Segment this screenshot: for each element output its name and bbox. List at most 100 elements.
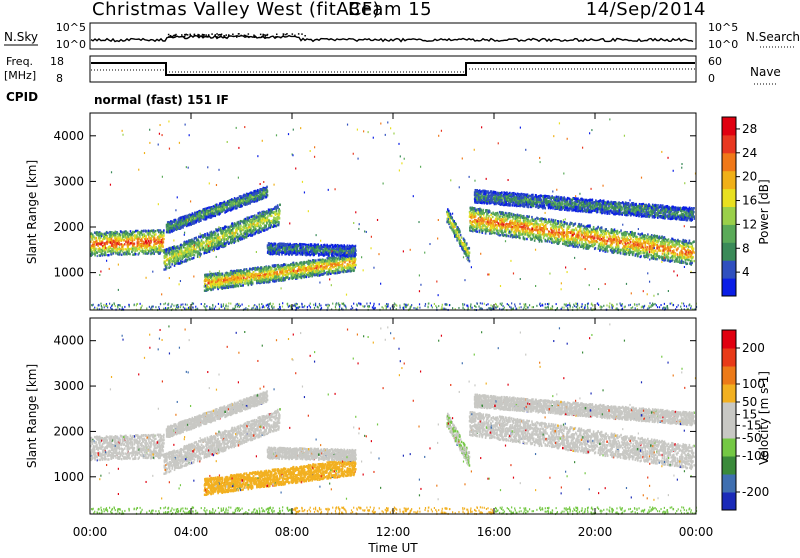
power-cell [314,265,316,267]
power-cell [163,268,165,270]
power-cell [128,250,130,252]
power-cell [221,286,223,288]
power-cell [180,227,182,229]
power-cell [178,227,180,229]
power-cell [262,215,264,217]
power-cell [274,206,276,208]
power-cell [310,270,312,272]
noise-search-point [226,34,228,36]
power-cell [266,193,268,195]
power-cell [177,221,179,223]
power-cell [266,222,268,224]
power-cell [243,220,245,222]
power-cell [120,243,122,245]
power-cell [326,257,328,259]
power-cell [95,248,97,250]
power-cell [174,259,176,261]
power-cell [179,257,181,259]
power-cell [152,235,154,237]
noise-search-point [228,34,230,36]
power-cell [313,261,315,263]
power-cell [231,225,233,227]
power-cell [125,248,127,250]
power-cell [145,251,147,253]
power-cell [166,228,168,230]
power-cell [317,259,319,261]
power-cell [215,204,217,206]
power-cell [252,268,254,270]
power-cell [183,242,185,244]
power-cell [117,238,119,240]
power-cell [316,274,318,276]
power-cell [94,245,96,247]
power-cell [111,233,113,235]
power-cell [127,245,129,247]
power-cell [253,194,255,196]
power-cell [197,256,199,258]
power-cell [208,210,210,212]
power-cell [262,196,264,198]
power-cell [204,289,206,291]
power-cell [276,219,278,221]
power-cell [343,269,345,271]
power-cell [168,260,170,262]
power-cell [246,268,248,270]
power-cell [300,273,302,275]
power-cell [224,277,226,279]
power-cell [296,262,298,264]
power-cell [256,230,258,232]
power-cell [177,250,179,252]
power-cell [241,200,243,202]
power-cell [237,276,239,278]
power-cell [269,266,271,268]
power-cell [202,216,204,218]
power-cell [293,264,295,266]
power-cell [250,268,252,270]
nave-tick-bottom: 0 [708,72,715,85]
power-cell [102,234,104,236]
power-cell [224,274,226,276]
power-cell [258,273,260,275]
power-cell [177,226,179,228]
noise-search-point [245,35,247,37]
power-cell [108,254,110,256]
power-cell [260,215,262,217]
power-cell [271,220,273,222]
power-cell [209,247,211,249]
power-cell [309,262,311,264]
power-cell [209,234,211,236]
power-cell [239,235,241,237]
power-cell [257,190,259,192]
power-cell [230,282,232,284]
power-cell [171,227,173,229]
power-cell [275,264,277,266]
power-cell [104,237,106,239]
power-cell [264,211,266,213]
power-cell [166,263,168,265]
power-cell [345,270,347,272]
power-cell [281,265,283,267]
noise-search-point [280,37,282,39]
noise-search-point [283,34,285,36]
power-cell [165,256,167,258]
freq-unit-label: [MHz] [4,69,36,82]
power-cell [233,227,235,229]
power-cell [148,250,150,252]
power-cell [160,229,162,231]
power-cell [146,252,148,254]
power-cell [119,253,121,255]
power-cell [114,237,116,239]
power-cell [160,249,162,251]
power-cell [231,279,233,281]
power-cell [130,242,132,244]
power-cell [170,257,172,259]
noise-search-point [236,36,238,38]
noise-panel: N.Sky 10^5 10^0 10^5 10^0 N.Search [4,21,800,51]
noise-search-point [194,34,196,36]
power-cell [242,235,244,237]
power-cell [108,248,110,250]
power-cell [265,279,267,281]
noise-search-point [254,36,256,38]
power-cell [302,266,304,268]
power-cell [286,274,288,276]
